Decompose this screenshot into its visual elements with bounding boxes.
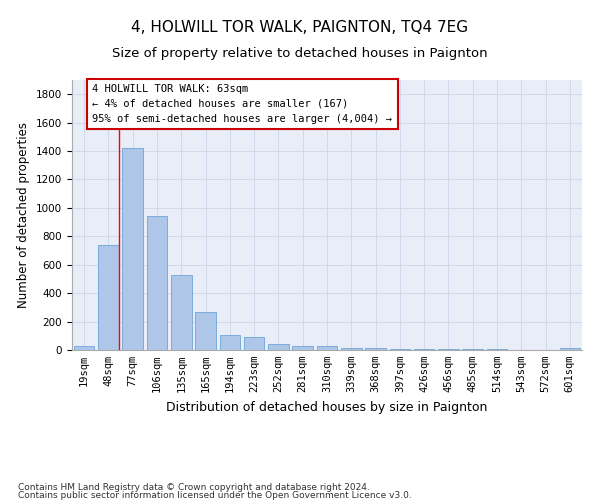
- Bar: [414, 349, 434, 350]
- Bar: [560, 348, 580, 350]
- Bar: [195, 312, 216, 350]
- Text: 4 HOLWILL TOR WALK: 63sqm
← 4% of detached houses are smaller (167)
95% of semi-: 4 HOLWILL TOR WALK: 63sqm ← 4% of detach…: [92, 84, 392, 124]
- Bar: [122, 148, 143, 350]
- Bar: [341, 348, 362, 350]
- Text: Contains public sector information licensed under the Open Government Licence v3: Contains public sector information licen…: [18, 490, 412, 500]
- Bar: [317, 346, 337, 350]
- Bar: [268, 344, 289, 350]
- Bar: [292, 346, 313, 350]
- Bar: [98, 245, 119, 350]
- Bar: [389, 348, 410, 350]
- Bar: [220, 335, 240, 350]
- Text: 4, HOLWILL TOR WALK, PAIGNTON, TQ4 7EG: 4, HOLWILL TOR WALK, PAIGNTON, TQ4 7EG: [131, 20, 469, 35]
- Text: Contains HM Land Registry data © Crown copyright and database right 2024.: Contains HM Land Registry data © Crown c…: [18, 484, 370, 492]
- Y-axis label: Number of detached properties: Number of detached properties: [17, 122, 31, 308]
- Bar: [244, 336, 265, 350]
- X-axis label: Distribution of detached houses by size in Paignton: Distribution of detached houses by size …: [166, 400, 488, 413]
- Text: Size of property relative to detached houses in Paignton: Size of property relative to detached ho…: [112, 48, 488, 60]
- Bar: [171, 274, 191, 350]
- Bar: [365, 348, 386, 350]
- Bar: [146, 216, 167, 350]
- Bar: [74, 346, 94, 350]
